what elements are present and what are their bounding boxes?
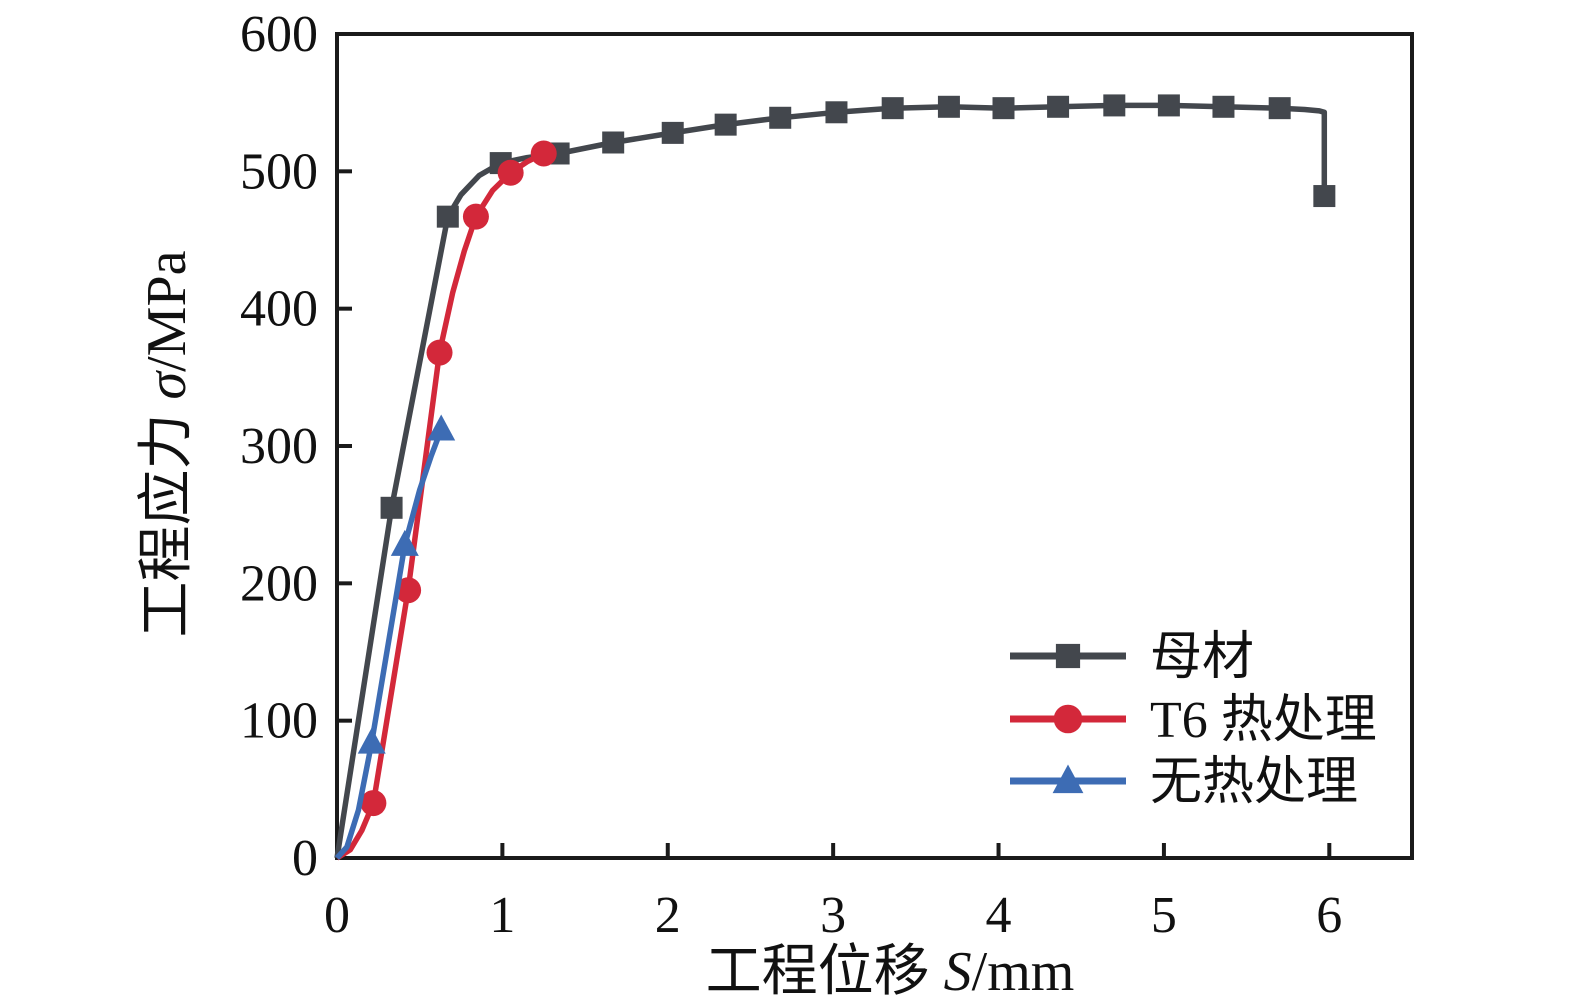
legend-label-0: 母材: [1150, 629, 1254, 686]
series-marker-0: [714, 113, 737, 136]
series-1: [335, 140, 557, 861]
x-tick-label: 6: [1316, 887, 1342, 944]
series-marker-0: [769, 106, 792, 129]
series-marker-2: [357, 727, 386, 754]
series-marker-1: [360, 790, 387, 817]
series-marker-0: [661, 121, 684, 144]
legend-marker-1: [1053, 704, 1083, 734]
x-tick-label: 3: [820, 887, 846, 944]
y-tick-label: 0: [292, 830, 318, 887]
legend-label-2: 无热处理: [1150, 754, 1358, 811]
y-tick-label: 600: [240, 6, 318, 63]
x-tick-label: 0: [324, 887, 350, 944]
series-marker-1: [426, 339, 453, 366]
series-marker-0: [1212, 95, 1235, 118]
y-axis-title: 工程应力 σ/MPa: [136, 250, 198, 637]
series-marker-1: [497, 159, 524, 186]
series-marker-0: [602, 131, 625, 154]
series-marker-1: [530, 140, 557, 167]
legend-marker-0: [1055, 643, 1081, 669]
series-marker-2: [427, 414, 456, 441]
x-tick-label: 1: [489, 887, 515, 944]
x-tick-label: 4: [986, 887, 1012, 944]
series-0: [334, 94, 1336, 859]
series-marker-2: [390, 529, 419, 556]
x-tick-label: 5: [1151, 887, 1177, 944]
y-tick-label: 300: [240, 418, 318, 475]
series-line-1: [335, 149, 553, 861]
series-marker-0: [1268, 97, 1291, 120]
x-tick-label: 2: [655, 887, 681, 944]
series-marker-0: [1103, 94, 1126, 117]
series-marker-1: [395, 577, 422, 604]
y-tick-label: 400: [240, 281, 318, 338]
series-marker-0: [1047, 95, 1070, 118]
series-line-2: [334, 428, 444, 860]
series-marker-0: [1157, 94, 1180, 117]
legend-item-2: 无热处理: [1010, 754, 1358, 811]
series-marker-0: [1313, 185, 1336, 208]
series-marker-1: [462, 203, 489, 230]
legend-label-1: T6 热处理: [1150, 692, 1377, 749]
x-axis-title: 工程位移 S/mm: [706, 941, 1075, 1003]
legend-item-0: 母材: [1010, 629, 1254, 686]
series-2: [334, 414, 456, 860]
series-marker-0: [436, 205, 459, 228]
y-tick-label: 100: [240, 693, 318, 750]
series-marker-0: [881, 97, 904, 120]
series-marker-0: [380, 496, 403, 519]
series-marker-0: [992, 97, 1015, 120]
y-tick-label: 200: [240, 555, 318, 612]
series-marker-0: [937, 95, 960, 118]
y-tick-label: 500: [240, 143, 318, 200]
legend-marker-2: [1052, 764, 1084, 794]
legend-item-1: T6 热处理: [1010, 692, 1377, 749]
series-marker-0: [825, 101, 848, 124]
